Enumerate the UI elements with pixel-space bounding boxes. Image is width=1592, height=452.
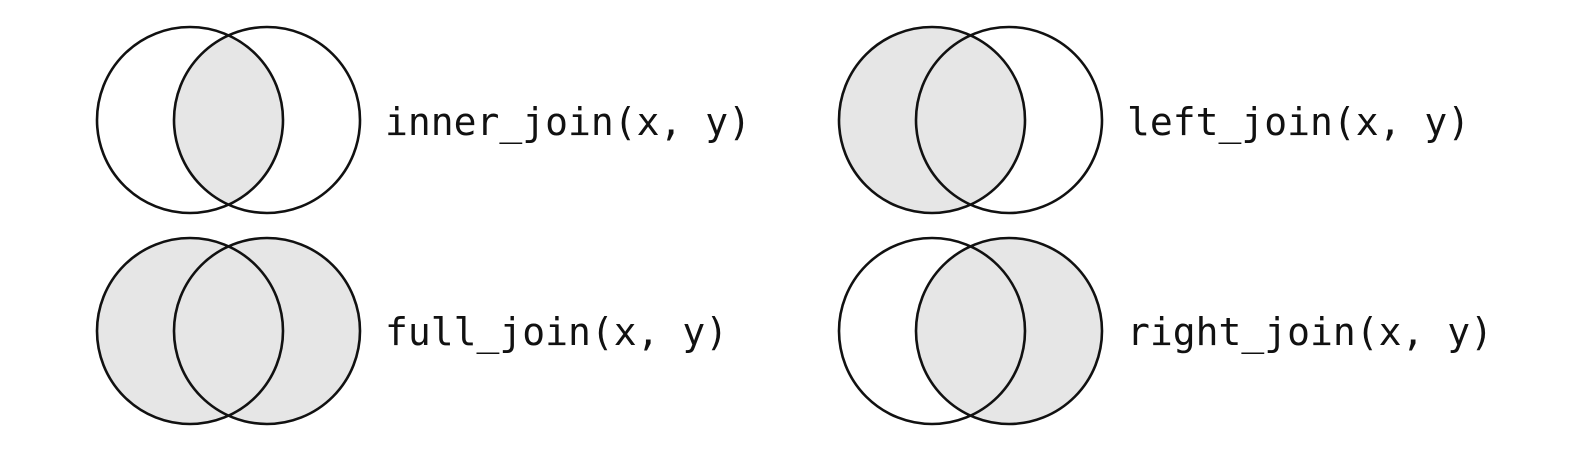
right-join-label: right_join(x, y) xyxy=(1127,310,1494,354)
inner-join-label: inner_join(x, y) xyxy=(385,100,752,144)
full-join-venn xyxy=(95,236,362,426)
y-only-region xyxy=(970,238,1102,424)
x-circle-outline xyxy=(95,25,285,215)
y-circle-outline xyxy=(914,25,1104,215)
y-only-region xyxy=(228,26,360,214)
overlap-region xyxy=(174,246,283,416)
x-only-region xyxy=(839,237,971,424)
left-join-venn xyxy=(837,25,1104,215)
x-only-region xyxy=(97,26,229,214)
overlap-region xyxy=(916,246,1025,416)
inner-join-venn xyxy=(95,25,362,215)
right-join-venn xyxy=(837,236,1104,426)
x-only-region xyxy=(96,238,229,424)
x-circle-outline xyxy=(837,236,1027,426)
overlap-region xyxy=(174,35,283,205)
y-only-region xyxy=(228,238,361,424)
x-only-region xyxy=(839,26,971,214)
overlap-region xyxy=(916,35,1025,205)
left-join-label: left_join(x, y) xyxy=(1127,100,1471,144)
x-circle-outline xyxy=(95,236,285,426)
y-circle-outline xyxy=(914,236,1104,426)
y-circle-outline xyxy=(172,236,362,426)
full-join-label: full_join(x, y) xyxy=(385,310,729,354)
y-circle-outline xyxy=(172,25,362,215)
y-only-region xyxy=(970,26,1102,214)
x-circle-outline xyxy=(837,25,1027,215)
